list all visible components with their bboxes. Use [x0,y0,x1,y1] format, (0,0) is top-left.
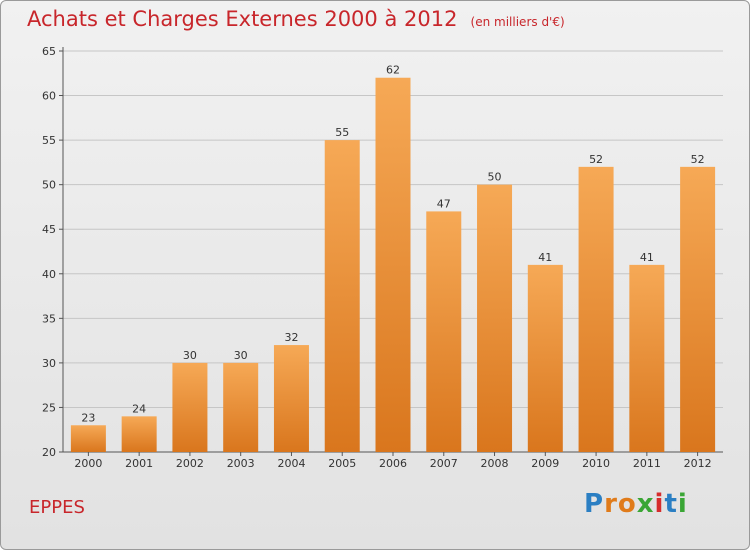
logo-letter: t [664,489,678,519]
x-tick-label: 2004 [277,457,305,470]
y-tick-label: 30 [42,357,56,370]
x-tick-label: 2009 [531,457,559,470]
x-tick-label: 2006 [379,457,407,470]
commune-name: EPPES [29,497,85,518]
x-tick-label: 2003 [227,457,255,470]
data-label: 62 [386,64,400,77]
y-tick-label: 20 [42,446,56,459]
chart-unit: (en milliers d'€) [470,15,565,29]
data-label: 41 [538,251,552,264]
data-label: 41 [640,251,654,264]
y-tick-label: 45 [42,223,56,236]
bar [70,425,106,452]
bar [527,264,563,452]
y-tick-label: 60 [42,90,56,103]
proxiti-logo: Proxiti [584,489,688,519]
bar [426,211,462,452]
logo-letter: o [617,489,637,519]
bar [629,264,665,452]
data-label: 23 [81,411,95,424]
y-tick-label: 35 [42,312,56,325]
y-tick-label: 50 [42,179,56,192]
bar [172,362,208,452]
x-tick-label: 2012 [684,457,712,470]
logo-letter: i [677,489,688,519]
y-tick-label: 25 [42,401,56,414]
x-tick-label: 2000 [74,457,102,470]
chart-title: Achats et Charges Externes 2000 à 2012 (… [27,7,565,31]
logo-letter: i [654,489,665,519]
data-label: 50 [488,171,502,184]
data-label: 30 [183,349,197,362]
x-tick-label: 2010 [582,457,610,470]
bar [375,77,411,452]
y-tick-label: 65 [42,45,56,58]
bar [680,166,716,452]
x-tick-label: 2007 [430,457,458,470]
data-label: 32 [284,331,298,344]
x-tick-label: 2011 [633,457,661,470]
bar [223,362,259,452]
data-label: 30 [234,349,248,362]
logo-letter: x [636,489,655,519]
y-tick-label: 40 [42,268,56,281]
x-tick-label: 2008 [481,457,509,470]
chart-title-text: Achats et Charges Externes 2000 à 2012 [27,7,458,31]
data-label: 52 [691,153,705,166]
bar [121,416,157,452]
bar [477,184,513,452]
bar [273,345,309,452]
data-label: 52 [589,153,603,166]
x-tick-label: 2001 [125,457,153,470]
data-label: 24 [132,402,146,415]
logo-letter: r [604,489,618,519]
x-tick-label: 2002 [176,457,204,470]
bar [324,140,360,452]
logo-letter: P [584,489,605,519]
data-label: 55 [335,126,349,139]
x-tick-label: 2005 [328,457,356,470]
bar [578,166,614,452]
y-tick-label: 55 [42,134,56,147]
data-label: 47 [437,197,451,210]
